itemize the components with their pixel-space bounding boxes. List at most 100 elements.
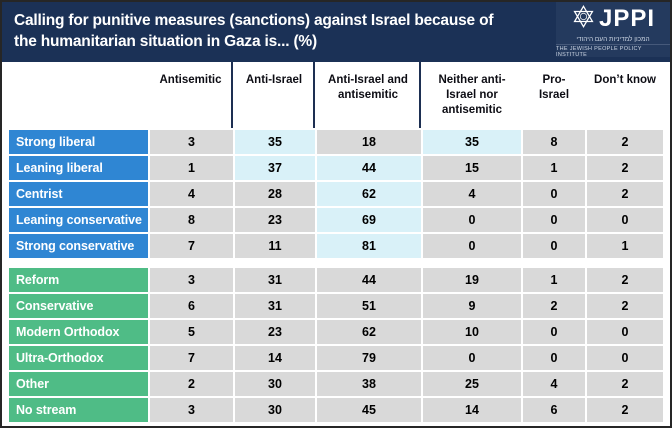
- value-cell: 2: [587, 294, 663, 318]
- value-cell: 0: [587, 208, 663, 232]
- value-cell: 8: [523, 130, 585, 154]
- row-label-strong-liberal: Strong liberal: [9, 130, 148, 154]
- row-label-no-stream: No stream: [9, 398, 148, 422]
- title-line-1: Calling for punitive measures (sanctions…: [14, 12, 494, 29]
- value-cell: 2: [587, 372, 663, 396]
- logo-wordmark: JPPI: [598, 4, 656, 32]
- value-cell: 31: [235, 294, 315, 318]
- value-cell: 28: [235, 182, 315, 206]
- column-header-anti-israel: Anti-Israel: [235, 62, 315, 128]
- value-cell: 0: [523, 182, 585, 206]
- logo-row: JPPI: [571, 4, 655, 34]
- value-cell: 9: [423, 294, 521, 318]
- star-of-david-icon: [571, 4, 596, 34]
- value-cell: 62: [317, 182, 421, 206]
- value-cell: 2: [587, 398, 663, 422]
- group-divider-gap: [9, 258, 663, 266]
- value-cell: 0: [423, 234, 521, 258]
- row-label-ultra-orthodox: Ultra-Orthodox: [9, 346, 148, 370]
- value-cell: 37: [235, 156, 315, 180]
- row-label-modern-orthodox: Modern Orthodox: [9, 320, 148, 344]
- value-cell: 0: [587, 320, 663, 344]
- value-cell: 69: [317, 208, 421, 232]
- column-header-pro-israel: Pro-Israel: [538, 74, 570, 101]
- logo-english-text: THE JEWISH PEOPLE POLICY INSTITUTE: [556, 43, 670, 58]
- value-cell: 19: [423, 268, 521, 292]
- corner-cell: [9, 62, 148, 128]
- value-cell: 38: [317, 372, 421, 396]
- column-header-don-t-know: Don’t know: [594, 74, 656, 86]
- column-header-neither-anti-israel-nor-antisemitic: Neither anti-Israel nor antisemitic: [438, 74, 506, 116]
- value-cell: 0: [523, 208, 585, 232]
- value-cell: 0: [523, 234, 585, 258]
- value-cell: 44: [317, 268, 421, 292]
- row-label-strong-conservative: Strong conservative: [9, 234, 148, 258]
- group-political: Strong liberal 3 35 18 35 8 2 Leaning liberal 1 3…: [9, 130, 663, 258]
- value-cell: 14: [423, 398, 521, 422]
- logo-hebrew-text: המכון למדיניות העם היהודי: [576, 35, 650, 43]
- value-cell: 62: [317, 320, 421, 344]
- page-title: Calling for punitive measures (sanctions…: [2, 2, 494, 52]
- value-cell: 1: [587, 234, 663, 258]
- value-cell: 0: [523, 320, 585, 344]
- title-bar: Calling for punitive measures (sanctions…: [2, 2, 670, 62]
- value-cell: 31: [235, 268, 315, 292]
- value-cell: 7: [150, 346, 233, 370]
- value-cell: 81: [317, 234, 421, 258]
- row-label-leaning-conservative: Leaning conservative: [9, 208, 148, 232]
- value-cell: 45: [317, 398, 421, 422]
- value-cell: 3: [150, 398, 233, 422]
- row-label-conservative: Conservative: [9, 294, 148, 318]
- value-cell: 2: [587, 268, 663, 292]
- data-table: Antisemitic Anti-Israel Anti-Israel and an…: [2, 62, 670, 422]
- value-cell: 3: [150, 130, 233, 154]
- value-cell: 0: [423, 346, 521, 370]
- value-cell: 5: [150, 320, 233, 344]
- column-header-anti-israel-and-antisemitic: Anti-Israel and antisemitic: [317, 62, 421, 128]
- title-line-2: the humanitarian situation in Gaza is...…: [14, 33, 317, 50]
- value-cell: 8: [150, 208, 233, 232]
- jppi-logo: JPPI המכון למדיניות העם היהודי THE JEWIS…: [556, 2, 670, 58]
- value-cell: 35: [423, 130, 521, 154]
- value-cell: 10: [423, 320, 521, 344]
- value-cell: 44: [317, 156, 421, 180]
- value-cell: 23: [235, 208, 315, 232]
- value-cell: 2: [523, 294, 585, 318]
- value-cell: 4: [523, 372, 585, 396]
- value-cell: 2: [587, 130, 663, 154]
- value-cell: 15: [423, 156, 521, 180]
- value-cell: 11: [235, 234, 315, 258]
- value-cell: 0: [423, 208, 521, 232]
- row-label-other: Other: [9, 372, 148, 396]
- value-cell: 35: [235, 130, 315, 154]
- value-cell: 51: [317, 294, 421, 318]
- value-cell: 14: [235, 346, 315, 370]
- value-cell: 0: [587, 346, 663, 370]
- value-cell: 6: [523, 398, 585, 422]
- value-cell: 79: [317, 346, 421, 370]
- value-cell: 30: [235, 398, 315, 422]
- value-cell: 7: [150, 234, 233, 258]
- value-cell: 25: [423, 372, 521, 396]
- value-cell: 4: [150, 182, 233, 206]
- value-cell: 1: [523, 268, 585, 292]
- group-religious-stream: Reform 3 31 44 19 1 2 Conservative 6 31 51 9 2 2 Moder…: [9, 268, 663, 422]
- value-cell: 2: [150, 372, 233, 396]
- column-header-antisemitic: Antisemitic: [150, 62, 233, 128]
- row-label-centrist: Centrist: [9, 182, 148, 206]
- value-cell: 23: [235, 320, 315, 344]
- value-cell: 18: [317, 130, 421, 154]
- value-cell: 2: [587, 156, 663, 180]
- value-cell: 30: [235, 372, 315, 396]
- value-cell: 2: [587, 182, 663, 206]
- value-cell: 4: [423, 182, 521, 206]
- column-header-row: Antisemitic Anti-Israel Anti-Israel and an…: [9, 62, 663, 128]
- value-cell: 1: [523, 156, 585, 180]
- row-label-reform: Reform: [9, 268, 148, 292]
- value-cell: 0: [523, 346, 585, 370]
- value-cell: 1: [150, 156, 233, 180]
- row-label-leaning-liberal: Leaning liberal: [9, 156, 148, 180]
- value-cell: 6: [150, 294, 233, 318]
- value-cell: 3: [150, 268, 233, 292]
